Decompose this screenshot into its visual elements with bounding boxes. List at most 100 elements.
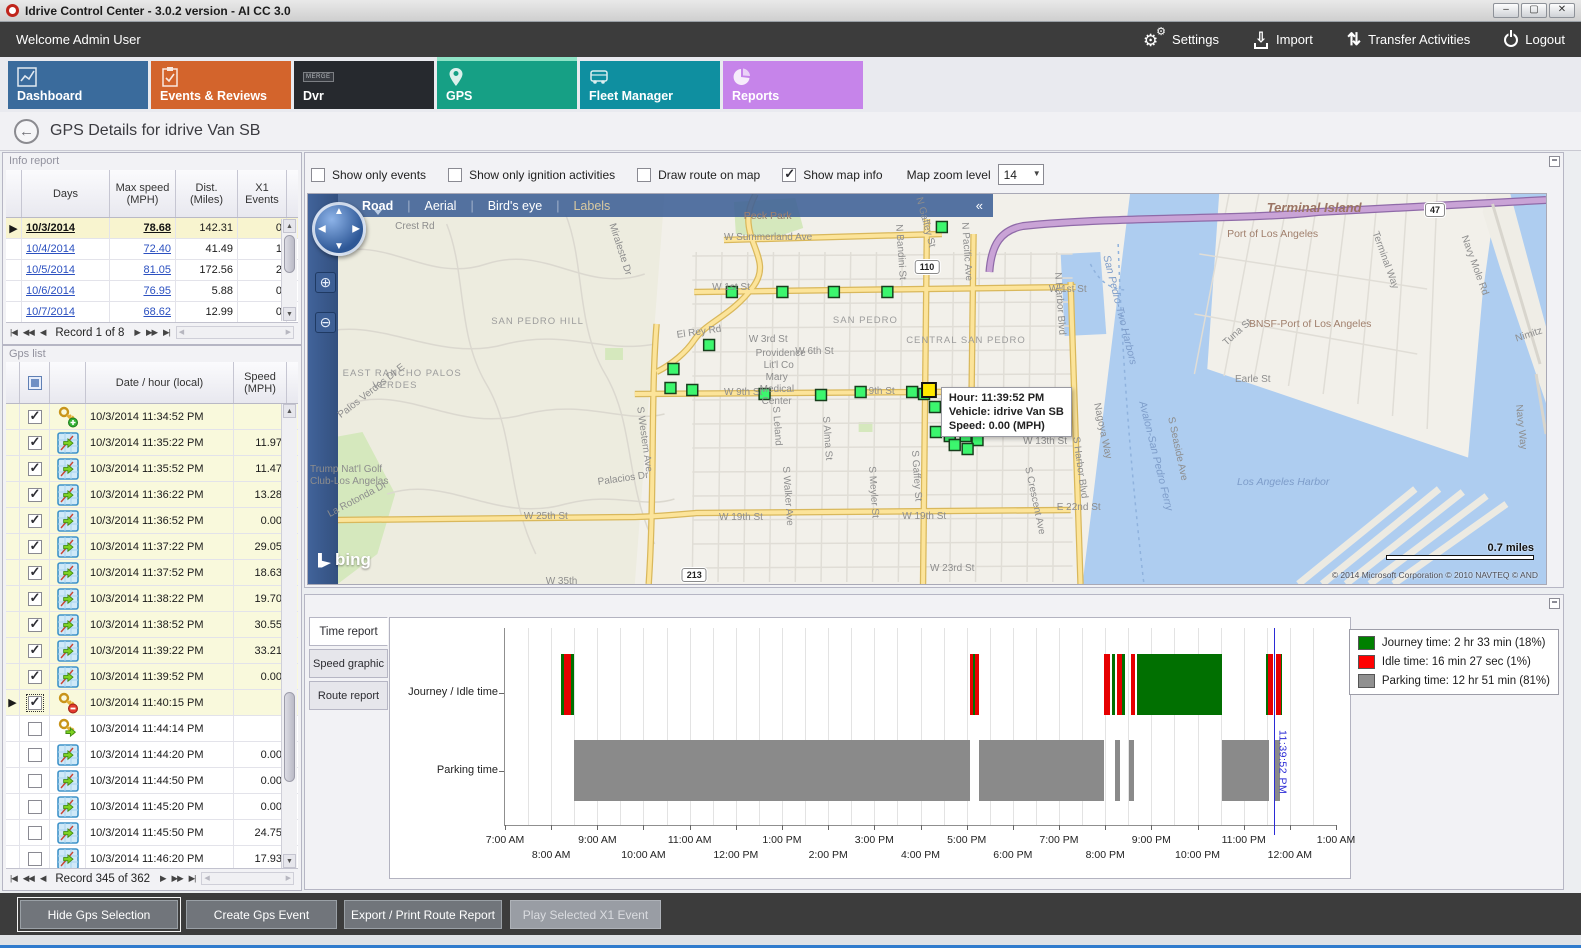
gps-point-marker[interactable]: [725, 285, 739, 299]
max-speed-link[interactable]: 72.40: [143, 243, 171, 255]
tab-dashboard[interactable]: Dashboard: [8, 61, 148, 109]
gps-row-checkbox[interactable]: [27, 642, 42, 658]
back-button[interactable]: ←: [14, 119, 39, 144]
gps-list-row[interactable]: 10/3/2014 11:36:52 PM0.00: [6, 508, 298, 534]
info-col-days[interactable]: Days: [22, 170, 110, 217]
gps-point-marker[interactable]: [935, 220, 949, 234]
scroll-thumb[interactable]: [284, 691, 295, 782]
chart-tab-route-report[interactable]: Route report: [309, 681, 388, 710]
gps-row-checkbox[interactable]: [27, 851, 42, 866]
map-view-aerial[interactable]: Aerial: [424, 198, 457, 213]
gps-row-checkbox[interactable]: [27, 564, 42, 580]
chart-tab-speed-graphic[interactable]: Speed graphic: [309, 649, 388, 678]
info-col-dist-miles-[interactable]: Dist. (Miles): [176, 170, 238, 217]
tab-gps[interactable]: GPS: [437, 57, 577, 109]
info-report-row[interactable]: ▶ 10/3/2014 78.68 142.31 0: [6, 218, 298, 239]
map-compass-icon[interactable]: ▲ ▼ ◀ ▶: [312, 202, 366, 256]
gps-pager-hscrollbar[interactable]: [201, 872, 294, 885]
gps-point-marker[interactable]: [961, 442, 974, 456]
option-show-map-info-checkbox[interactable]: [782, 166, 797, 182]
gps-row-checkbox[interactable]: [27, 825, 42, 840]
max-speed-link[interactable]: 78.68: [143, 222, 171, 234]
gps-col-icon[interactable]: [50, 362, 86, 403]
gps-point-marker[interactable]: [702, 338, 716, 352]
info-report-scrollbar[interactable]: ▲ ▼: [281, 219, 297, 321]
minimize-button[interactable]: –: [1493, 3, 1519, 18]
max-speed-link[interactable]: 81.05: [143, 264, 171, 276]
gps-list-row[interactable]: 10/3/2014 11:45:50 PM 24.75: [6, 820, 298, 846]
day-link[interactable]: 10/3/2014: [26, 222, 75, 234]
gps-list-row[interactable]: 10/3/2014 11:44:14 PM: [6, 716, 298, 742]
map-zoom-out-icon[interactable]: ⊖: [315, 312, 336, 333]
gps-row-checkbox[interactable]: [27, 486, 42, 502]
info-pager-prev-icon-2[interactable]: ◀: [39, 327, 46, 337]
gps-row-checkbox[interactable]: [27, 773, 42, 788]
info-pager-next-icon-0[interactable]: ▶: [134, 327, 140, 337]
max-speed-link[interactable]: 68.62: [143, 306, 171, 318]
info-pager-next-icon-1[interactable]: ▶▶: [145, 327, 158, 337]
max-speed-link[interactable]: 76.95: [143, 285, 171, 297]
option-draw-route-on-map-checkbox[interactable]: [637, 167, 652, 182]
gps-pager-next-icon-0[interactable]: ▶: [160, 873, 166, 883]
gps-point-marker[interactable]: [667, 362, 680, 376]
gps-pager-prev-icon-2[interactable]: ◀: [39, 873, 46, 883]
gps-point-marker[interactable]: [776, 285, 789, 299]
gps-point-marker[interactable]: [905, 385, 919, 399]
settings-button[interactable]: ⚙ ⚙ Settings: [1143, 26, 1219, 50]
scroll-thumb[interactable]: [284, 235, 295, 273]
gps-col-speed[interactable]: Speed (MPH): [234, 362, 287, 403]
info-pager-next-icon-2[interactable]: ▶|: [163, 327, 171, 337]
play-selected-x1-event-button[interactable]: Play Selected X1 Event: [510, 900, 661, 929]
tab-dvr[interactable]: MERGE Dvr: [294, 61, 434, 109]
day-link[interactable]: 10/5/2014: [26, 264, 75, 276]
gps-row-checkbox[interactable]: [27, 434, 42, 450]
gps-row-checkbox[interactable]: [27, 512, 42, 528]
scroll-down-icon[interactable]: ▼: [283, 854, 296, 868]
gps-point-marker[interactable]: [827, 285, 841, 299]
info-report-row[interactable]: 10/7/2014 68.62 12.99 0: [6, 302, 298, 323]
tab-reports[interactable]: Reports: [723, 61, 863, 109]
info-pager-hscrollbar[interactable]: [175, 326, 294, 339]
bing-map[interactable]: Road | Aerial | Bird's eye | Labels « ▲ ▼ ◀ ▶ ⊕ ⊖ …: [307, 193, 1547, 585]
export-print-route-report-button[interactable]: Export / Print Route Report: [344, 900, 502, 929]
info-report-row[interactable]: 10/5/2014 81.05 172.56 2: [6, 260, 298, 281]
gps-point-marker[interactable]: [928, 400, 942, 414]
info-report-row[interactable]: 10/4/2014 72.40 41.49 1: [6, 239, 298, 260]
gps-row-checkbox[interactable]: [27, 616, 42, 632]
map-zoom-in-icon[interactable]: ⊕: [315, 272, 336, 293]
map-panel-maximize-icon[interactable]: [1549, 156, 1560, 167]
gps-point-marker[interactable]: [664, 381, 677, 395]
logout-button[interactable]: Logout: [1504, 32, 1565, 47]
gps-point-marker[interactable]: [881, 285, 894, 299]
gps-point-marker[interactable]: [758, 387, 771, 401]
chart-panel-maximize-icon[interactable]: [1549, 598, 1560, 609]
map-view-labels[interactable]: Labels: [573, 198, 611, 213]
selected-gps-marker[interactable]: [921, 382, 937, 398]
maximize-button[interactable]: ▢: [1521, 3, 1547, 18]
gps-list-row[interactable]: ▶10/3/2014 11:40:15 PM: [6, 690, 298, 716]
tab-events-reviews[interactable]: Events & Reviews: [151, 61, 291, 109]
gps-row-checkbox[interactable]: [27, 590, 42, 606]
option-show-only-ignition-activities-checkbox[interactable]: [448, 167, 463, 182]
map-nav-collapse-icon[interactable]: «: [975, 198, 983, 213]
scroll-up-icon[interactable]: ▲: [283, 404, 296, 418]
close-button[interactable]: ✕: [1549, 3, 1575, 18]
tab-fleet-manager[interactable]: Fleet Manager: [580, 61, 720, 109]
gps-row-checkbox[interactable]: [27, 799, 42, 814]
gps-list-row[interactable]: 10/3/2014 11:45:20 PM 0.00: [6, 794, 298, 820]
gps-row-checkbox[interactable]: [27, 721, 42, 736]
gps-row-checkbox[interactable]: [27, 747, 42, 762]
day-link[interactable]: 10/4/2014: [26, 243, 75, 255]
info-pager-prev-icon-1[interactable]: ◀◀: [22, 327, 35, 337]
gps-point-marker[interactable]: [814, 388, 828, 402]
gps-pager-next-icon-2[interactable]: ▶|: [188, 873, 197, 883]
hide-gps-selection-button[interactable]: Hide Gps Selection: [20, 900, 178, 929]
gps-list-row[interactable]: 10/3/2014 11:34:52 PM: [6, 404, 298, 430]
